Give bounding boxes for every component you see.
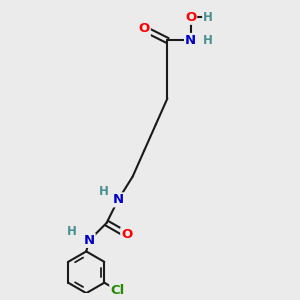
Text: H: H <box>203 11 213 24</box>
Text: H: H <box>203 34 213 47</box>
Text: O: O <box>185 11 196 24</box>
Text: H: H <box>67 225 77 238</box>
Text: O: O <box>121 228 132 241</box>
Text: N: N <box>185 34 196 47</box>
Text: H: H <box>99 184 109 198</box>
Text: N: N <box>84 234 95 247</box>
Text: N: N <box>112 193 124 206</box>
Text: O: O <box>139 22 150 35</box>
Text: Cl: Cl <box>110 284 124 297</box>
